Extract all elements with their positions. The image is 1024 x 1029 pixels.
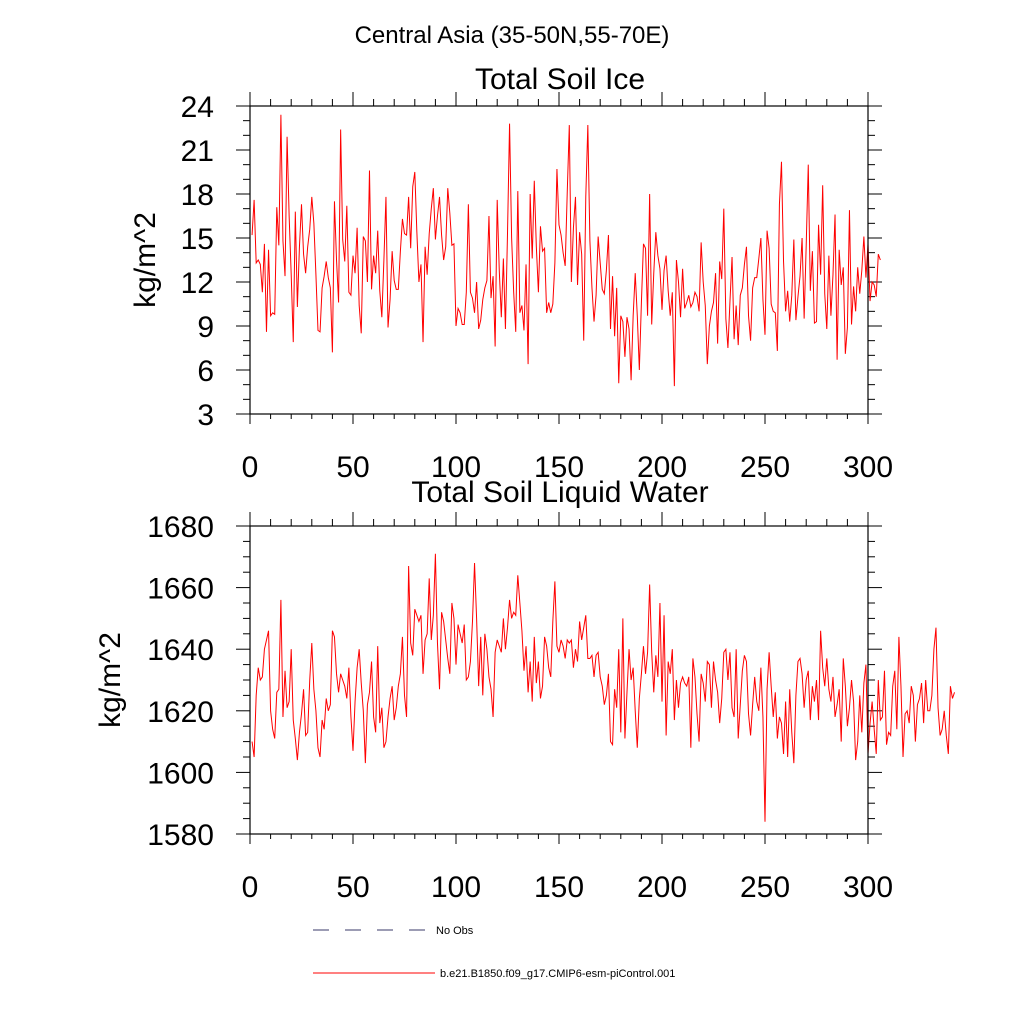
y-tick-label: 21	[181, 135, 214, 168]
x-tick-label: 250	[740, 451, 790, 484]
tick-labels-soil-ice: 0 50 100 150 200 250 300 3 6 9 12 15 18 21 24	[181, 91, 893, 484]
x-tick-label: 150	[534, 871, 584, 904]
y-tick-label: 12	[181, 267, 214, 300]
y-tick-label: 9	[197, 311, 214, 344]
series-line-soil-ice	[251, 114, 881, 387]
y-tick-label: 3	[197, 399, 214, 432]
y-tick-label: 1660	[147, 573, 214, 606]
x-tick-label: 0	[242, 451, 259, 484]
x-tick-label: 200	[637, 451, 687, 484]
plot-frame-soil-liquid-water	[249, 525, 869, 835]
ylabel-soil-liquid-water: kg/m^2	[94, 632, 127, 728]
y-tick-label: 18	[181, 179, 214, 212]
legend-no-obs-label: No Obs	[436, 925, 474, 937]
series-line-soil-liquid-water	[251, 553, 955, 822]
figure-suptitle: Central Asia (35-50N,55-70E)	[355, 22, 670, 49]
y-tick-label: 6	[197, 355, 214, 388]
x-tick-label: 0	[242, 871, 259, 904]
x-tick-label: 100	[431, 871, 481, 904]
x-tick-label: 300	[843, 871, 893, 904]
y-tick-label: 1580	[147, 819, 214, 852]
legend-model-label: b.e21.B1850.f09_g17.CMIP6-esm-piControl.…	[440, 968, 675, 980]
y-tick-label: 1680	[147, 511, 214, 544]
y-tick-label: 1600	[147, 757, 214, 790]
panel-soil-ice: Total Soil Ice kg/m^2 0 50 100 150 200 250 300…	[129, 63, 893, 484]
x-tick-label: 200	[637, 871, 687, 904]
y-tick-label: 1620	[147, 696, 214, 729]
panel-soil-liquid-water: Total Soil Liquid Water kg/m^2 0 50 100 150…	[94, 476, 955, 904]
legend: No Obs b.e21.B1850.f09_g17.CMIP6-esm-piC…	[313, 925, 675, 980]
x-tick-label: 250	[740, 871, 790, 904]
panel-title-soil-ice: Total Soil Ice	[475, 63, 645, 96]
y-tick-label: 1640	[147, 634, 214, 667]
panel-title-soil-liquid-water: Total Soil Liquid Water	[411, 476, 708, 509]
ylabel-soil-ice: kg/m^2	[129, 212, 162, 308]
x-tick-label: 300	[843, 451, 893, 484]
tick-labels-soil-liquid-water: 0 50 100 150 200 250 300 1580 1600 1620 1640 1660 16…	[147, 511, 893, 904]
ticks-soil-ice	[236, 92, 882, 424]
y-tick-label: 24	[181, 91, 214, 124]
x-tick-label: 50	[336, 871, 369, 904]
plot-frame-soil-ice	[249, 105, 869, 415]
x-tick-label: 50	[336, 451, 369, 484]
y-tick-label: 15	[181, 223, 214, 256]
x-tick-label: 100	[431, 451, 481, 484]
ticks-soil-liquid-water	[236, 512, 882, 844]
x-tick-label: 150	[534, 451, 584, 484]
